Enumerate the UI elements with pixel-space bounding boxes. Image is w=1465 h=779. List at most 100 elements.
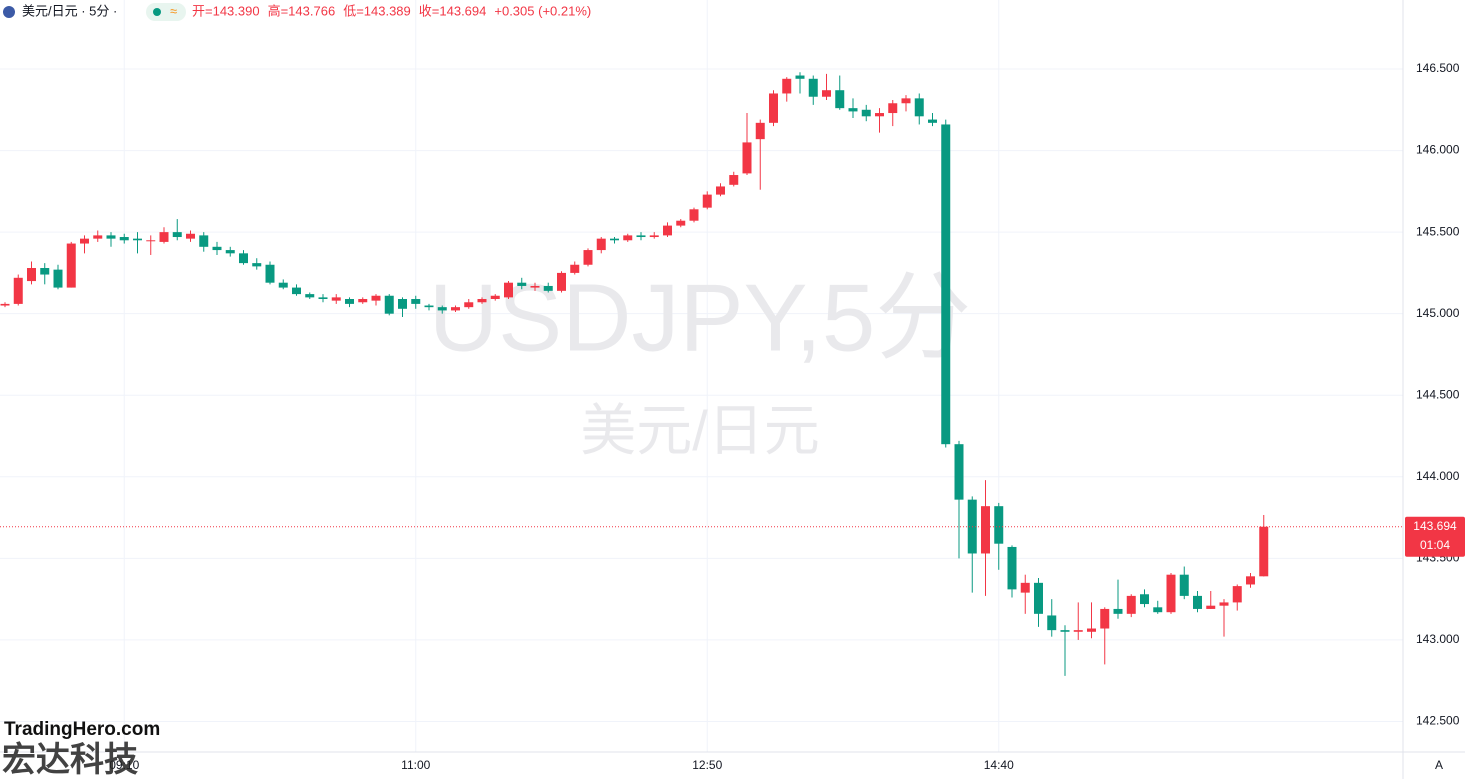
status-pill[interactable] bbox=[146, 3, 186, 21]
candle-body bbox=[133, 238, 142, 241]
candle-body bbox=[808, 78, 818, 97]
candle-body bbox=[119, 237, 129, 241]
ohlc-item: 开=143.390 bbox=[192, 3, 260, 18]
candle-body bbox=[861, 109, 871, 117]
candle-body bbox=[994, 506, 1004, 544]
candle-body bbox=[411, 299, 421, 304]
candle-body bbox=[822, 90, 831, 97]
candle-body bbox=[1047, 615, 1057, 631]
candle-body bbox=[1034, 582, 1043, 614]
candle-body bbox=[292, 287, 301, 295]
candle-body bbox=[172, 232, 182, 238]
candle-body bbox=[875, 113, 884, 117]
candle-body bbox=[981, 506, 990, 554]
candle-body bbox=[848, 108, 858, 112]
candle-body bbox=[1153, 607, 1163, 613]
candle-body bbox=[265, 264, 275, 283]
candle-body bbox=[1259, 526, 1269, 577]
candle-body bbox=[331, 297, 341, 301]
auto-scale-button[interactable]: A bbox=[1435, 758, 1443, 772]
axes: 142.500143.000143.500144.000144.500145.0… bbox=[109, 61, 1465, 772]
candle-body bbox=[1087, 628, 1096, 632]
candle-body bbox=[1232, 586, 1242, 603]
candle-body bbox=[40, 268, 50, 275]
candle-body bbox=[53, 269, 63, 288]
y-tick-label: 144.500 bbox=[1416, 387, 1460, 401]
watermark-subtitle: 美元/日元 bbox=[580, 399, 820, 462]
candle-body bbox=[729, 175, 739, 185]
candle-body bbox=[636, 235, 646, 238]
candle-body bbox=[239, 253, 248, 264]
candle-body bbox=[490, 295, 500, 300]
candle-body bbox=[530, 285, 540, 288]
candle-body bbox=[702, 194, 712, 208]
candle-body bbox=[504, 282, 513, 298]
candle-body bbox=[663, 225, 672, 236]
candle-body bbox=[623, 235, 633, 241]
candle-body bbox=[835, 90, 845, 109]
countdown: 01:04 bbox=[1420, 538, 1450, 552]
ohlc-item: 收=143.694 bbox=[419, 3, 487, 18]
y-tick-label: 146.500 bbox=[1416, 61, 1460, 75]
grid bbox=[0, 0, 1403, 752]
x-tick-label: 14:40 bbox=[984, 758, 1014, 772]
candle-body bbox=[517, 282, 527, 286]
candle-body bbox=[570, 264, 580, 273]
y-tick-label: 145.000 bbox=[1416, 306, 1460, 320]
candle-body bbox=[928, 119, 937, 123]
candle-body bbox=[0, 303, 10, 306]
candle-body bbox=[1140, 594, 1149, 605]
candle-body bbox=[795, 75, 805, 79]
candle-body bbox=[1179, 574, 1189, 596]
candle-body bbox=[398, 299, 407, 309]
candle-body bbox=[676, 220, 686, 226]
candle-body bbox=[914, 98, 924, 117]
candle-body bbox=[424, 305, 434, 308]
ohlc-item: 低=143.389 bbox=[343, 3, 411, 18]
market-open-dot bbox=[153, 8, 161, 16]
candle-body bbox=[106, 235, 116, 239]
ohlc-item: 高=143.766 bbox=[268, 3, 336, 18]
y-tick-label: 146.000 bbox=[1416, 143, 1460, 157]
y-tick-label: 144.000 bbox=[1416, 469, 1460, 483]
y-tick-label: 143.000 bbox=[1416, 632, 1460, 646]
candle-body bbox=[371, 295, 381, 301]
candle-body bbox=[1219, 602, 1229, 606]
candle-body bbox=[318, 297, 328, 300]
candle-body bbox=[1020, 582, 1030, 593]
candle-body bbox=[583, 250, 593, 265]
candle-body bbox=[1246, 576, 1255, 585]
candle-body bbox=[1073, 630, 1083, 632]
candle-body bbox=[1007, 546, 1017, 590]
candle-body bbox=[66, 243, 76, 288]
candle-body bbox=[252, 263, 262, 267]
candle-body bbox=[649, 235, 659, 238]
candle-body bbox=[305, 294, 315, 298]
ohlc-item: +0.305 (+0.21%) bbox=[494, 3, 591, 18]
candle-body bbox=[689, 209, 699, 221]
candle-body bbox=[769, 93, 778, 123]
candle-body bbox=[451, 307, 460, 311]
candle-body bbox=[437, 307, 447, 311]
candle-body bbox=[27, 268, 36, 282]
candle-body bbox=[199, 235, 209, 247]
candle-body bbox=[13, 277, 23, 304]
candles bbox=[0, 72, 1403, 676]
candle-body bbox=[477, 299, 487, 303]
candle-body bbox=[742, 142, 752, 174]
candle-body bbox=[941, 124, 951, 445]
candle-body bbox=[212, 246, 222, 251]
candle-body bbox=[186, 233, 195, 239]
x-tick-label: 11:00 bbox=[401, 758, 430, 772]
candle-body bbox=[755, 122, 765, 140]
candle-body bbox=[225, 250, 235, 254]
x-tick-label: 09:10 bbox=[109, 758, 139, 772]
candle-body bbox=[596, 238, 606, 251]
candle-body bbox=[901, 98, 911, 104]
symbol: 美元/日元 · 5分 · bbox=[22, 3, 117, 18]
watermark-title: USDJPY,5分 bbox=[429, 264, 971, 371]
candle-body bbox=[888, 103, 898, 114]
ohlc-legend: 开=143.390 高=143.766 低=143.389 收=143.694 +0.3… bbox=[192, 3, 591, 18]
